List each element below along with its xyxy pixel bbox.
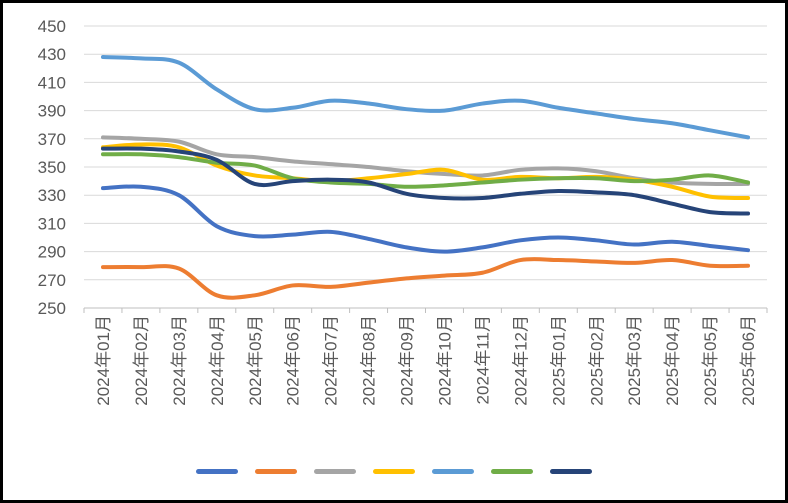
x-axis-tick-label: 2024年01月	[94, 315, 113, 406]
data-line-series7	[100, 146, 751, 216]
x-axis-tick-label: 2025年04月	[663, 315, 682, 406]
y-axis-tick-label: 330	[38, 186, 66, 205]
y-axis-tick-label: 430	[38, 45, 66, 64]
line-chart: 250 270 290 310 330 350 370 390 410 430 450 2024年01…	[38, 17, 768, 406]
x-axis-tick-label: 2024年08月	[360, 315, 379, 406]
y-axis-tick-label: 350	[38, 158, 66, 177]
x-axis-tick-label: 2024年12月	[511, 315, 530, 406]
x-axis-tick-label: 2024年03月	[170, 315, 189, 406]
x-axis-tick-label: 2025年03月	[625, 315, 644, 406]
legend-swatch-series3	[314, 469, 356, 474]
legend-swatch-series7	[550, 469, 592, 474]
x-axis-tick-label: 2024年07月	[322, 315, 341, 406]
legend-swatch-series4	[373, 469, 415, 474]
x-axis-tick-label: 2024年10月	[435, 315, 454, 406]
legend-swatch-series6	[491, 469, 533, 474]
data-line-series4	[100, 142, 751, 201]
data-line-series6	[100, 152, 751, 189]
x-axis-tick-label: 2025年05月	[701, 315, 720, 406]
legend-swatch-series2	[255, 469, 297, 474]
x-axis-tick-label: 2025年06月	[739, 315, 758, 406]
legend-swatch-series1	[196, 469, 238, 474]
data-line-series5	[100, 55, 751, 140]
x-axis-tick-label: 2025年02月	[587, 315, 606, 406]
x-axis-tick-label: 2024年02月	[132, 315, 151, 406]
chart-legend	[3, 469, 785, 474]
legend-swatch-series5	[432, 469, 474, 474]
y-axis-tick-label: 270	[38, 271, 66, 290]
y-axis-tick-label: 290	[38, 243, 66, 262]
x-axis-tick-label: 2024年11月	[473, 315, 492, 404]
data-line-series1	[100, 184, 751, 254]
x-axis-tick-label: 2024年04月	[208, 315, 227, 406]
x-axis-tick-label: 2025年01月	[549, 315, 568, 406]
y-axis-tick-label: 310	[38, 214, 66, 233]
x-axis-tick-label: 2024年06月	[284, 315, 303, 406]
x-axis-tick-label: 2024年09月	[398, 315, 417, 406]
y-axis-tick-label: 250	[38, 299, 66, 318]
y-axis-tick-label: 450	[38, 17, 66, 36]
y-axis-tick-label: 390	[38, 102, 66, 121]
y-axis-tick-label: 370	[38, 130, 66, 149]
x-axis-tick-label: 2024年05月	[246, 315, 265, 406]
y-axis-tick-label: 410	[38, 73, 66, 92]
data-line-series2	[100, 257, 751, 300]
